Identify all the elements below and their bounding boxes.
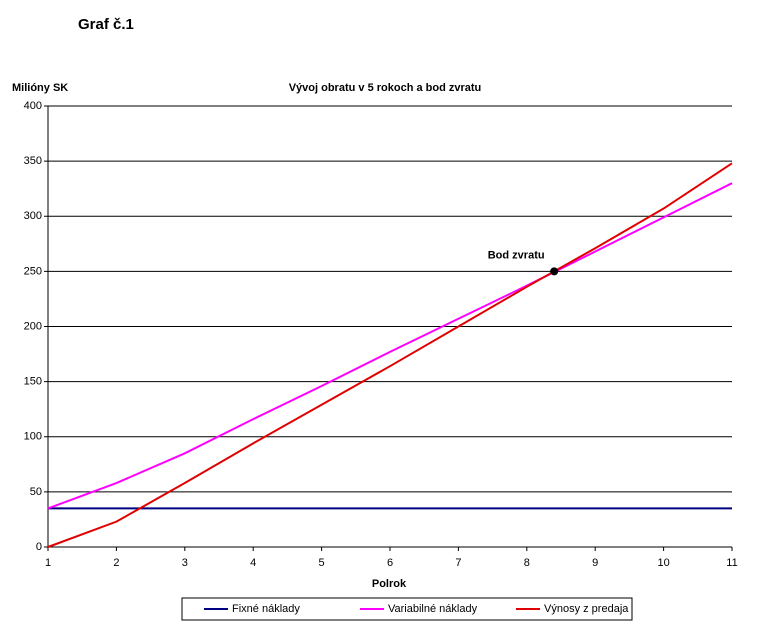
x-axis-label: Polrok [372, 578, 407, 590]
x-tick-label: 1 [45, 557, 51, 569]
x-tick-label: 7 [455, 557, 461, 569]
chart-title: Vývoj obratu v 5 rokoch a bod zvratu [289, 82, 482, 94]
annotation-label: Bod zvratu [488, 249, 545, 261]
x-tick-label: 5 [319, 557, 325, 569]
legend-label: Výnosy z predaja [544, 603, 629, 615]
x-tick-label: 8 [524, 557, 530, 569]
break-even-point [550, 267, 559, 276]
legend-box [181, 597, 633, 621]
x-tick-label: 10 [657, 557, 669, 569]
y-tick-label: 300 [24, 210, 42, 222]
x-tick-label: 11 [726, 557, 737, 569]
y-tick-label: 250 [24, 265, 42, 277]
y-tick-label: 150 [24, 376, 42, 388]
x-tick-label: 9 [592, 557, 598, 569]
y-tick-label: 400 [24, 100, 42, 112]
y-axis-label: Milióny SK [12, 82, 68, 94]
x-tick-label: 2 [113, 557, 119, 569]
legend-label: Fixné náklady [232, 603, 300, 615]
x-tick-label: 3 [182, 557, 188, 569]
series-line [47, 162, 733, 548]
legend-label: Variabilné náklady [388, 603, 478, 615]
x-tick-label: 6 [387, 557, 393, 569]
series-line [47, 182, 733, 510]
y-tick-label: 100 [24, 431, 42, 443]
y-tick-label: 350 [24, 155, 42, 167]
x-tick-label: 4 [250, 557, 256, 569]
page-heading: Graf č.1 [78, 16, 134, 33]
y-tick-label: 0 [36, 541, 42, 553]
y-tick-label: 200 [24, 320, 42, 332]
y-tick-label: 50 [30, 486, 42, 498]
